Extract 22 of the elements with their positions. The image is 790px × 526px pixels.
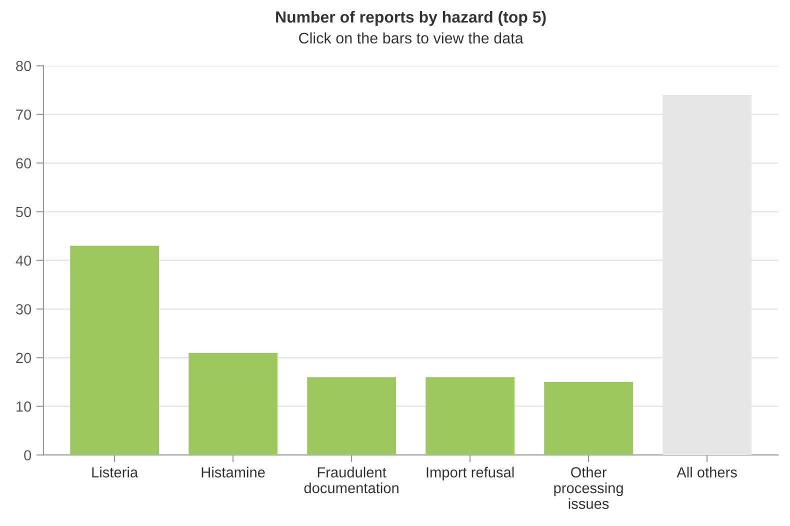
x-tick-label: Histamine bbox=[202, 466, 265, 478]
x-tick-label: Fraudulent documentation bbox=[304, 466, 398, 494]
y-tick-label: 60 bbox=[16, 158, 32, 168]
chart-title: Number of reports by hazard (top 5) bbox=[276, 10, 546, 26]
bar bbox=[426, 377, 514, 455]
y-tick-label: 10 bbox=[16, 401, 32, 412]
chart-subtitle: Click on the bars to view the data bbox=[299, 32, 524, 44]
bar bbox=[70, 246, 159, 455]
bar bbox=[188, 352, 278, 455]
y-tick-label: 20 bbox=[16, 352, 32, 364]
x-tick-label: Listeria bbox=[92, 466, 138, 478]
y-tick-label: 0 bbox=[24, 450, 32, 460]
y-tick-label: 40 bbox=[16, 255, 32, 266]
x-tick-label: All others bbox=[676, 466, 737, 478]
y-tick-label: 70 bbox=[16, 110, 32, 120]
y-tick-label: 30 bbox=[16, 304, 32, 314]
bar bbox=[307, 377, 396, 455]
y-tick-label: 80 bbox=[16, 60, 32, 72]
x-tick-label: Other processing issues bbox=[554, 466, 623, 509]
bar bbox=[544, 382, 633, 455]
x-tick-label: Import refusal bbox=[426, 466, 514, 480]
y-tick-label: 50 bbox=[16, 206, 32, 218]
